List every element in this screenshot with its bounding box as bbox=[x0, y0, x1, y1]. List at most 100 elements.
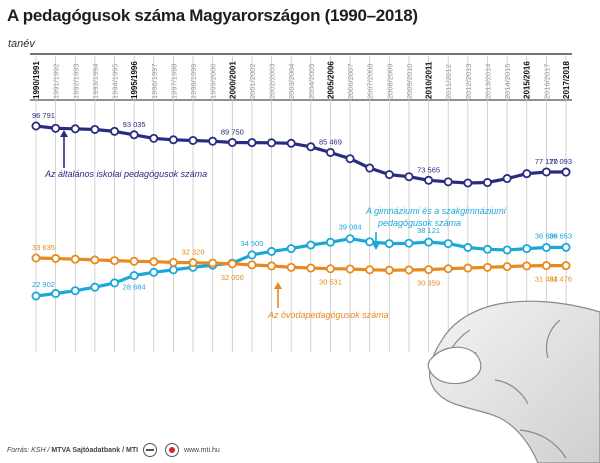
data-point bbox=[463, 178, 473, 188]
data-point bbox=[561, 167, 571, 177]
x-tick-label: 2005/2006 bbox=[326, 61, 335, 99]
data-point bbox=[404, 265, 414, 275]
data-point bbox=[51, 253, 61, 263]
data-point bbox=[129, 256, 139, 266]
data-point bbox=[384, 239, 394, 249]
data-point bbox=[365, 163, 375, 173]
data-point bbox=[267, 246, 277, 256]
data-point bbox=[502, 262, 512, 272]
data-point bbox=[247, 260, 257, 270]
data-point bbox=[247, 250, 257, 260]
data-point bbox=[208, 258, 218, 268]
data-point bbox=[267, 261, 277, 271]
data-point bbox=[149, 267, 159, 277]
data-point bbox=[325, 237, 335, 247]
data-point bbox=[424, 237, 434, 247]
x-tick-label: 2010/2011 bbox=[425, 61, 434, 99]
data-point bbox=[482, 244, 492, 254]
data-label: 32 320 bbox=[182, 248, 205, 257]
x-tick-label: 1992/1993 bbox=[71, 64, 80, 99]
data-point bbox=[110, 126, 120, 136]
data-point bbox=[561, 242, 571, 252]
data-point bbox=[541, 167, 551, 177]
data-point bbox=[443, 264, 453, 274]
data-point bbox=[51, 289, 61, 299]
data-label: 36 608 bbox=[535, 231, 558, 240]
data-label: 38 121 bbox=[417, 226, 440, 235]
data-label: 77 120 bbox=[535, 157, 558, 166]
data-point bbox=[404, 172, 414, 182]
data-point bbox=[90, 282, 100, 292]
data-point bbox=[168, 135, 178, 145]
data-point bbox=[90, 255, 100, 265]
data-point bbox=[286, 138, 296, 148]
data-point bbox=[522, 244, 532, 254]
publisher-name: MTVA Sajtóadatbank / MTI bbox=[51, 446, 139, 454]
data-point bbox=[188, 258, 198, 268]
source-label: Forrás: KSH / bbox=[7, 446, 52, 454]
data-point bbox=[70, 286, 80, 296]
annotation-label: Az óvodapedagógusok száma bbox=[267, 310, 389, 320]
x-tick-label: 1993/1994 bbox=[91, 64, 100, 99]
data-point bbox=[404, 238, 414, 248]
data-point bbox=[443, 177, 453, 187]
x-tick-label: 2009/2010 bbox=[405, 64, 414, 99]
hand-drawing bbox=[427, 300, 600, 463]
data-point bbox=[522, 261, 532, 271]
series-line-1 bbox=[35, 237, 567, 298]
mti-logo-icon bbox=[164, 443, 179, 457]
x-tick-label: 2003/2004 bbox=[287, 64, 296, 99]
data-label: 36 653 bbox=[549, 231, 572, 240]
data-point bbox=[188, 135, 198, 145]
x-tick-label: 2013/2014 bbox=[483, 64, 492, 99]
series-line-2 bbox=[35, 256, 566, 272]
x-tick-label: 2011/2012 bbox=[444, 64, 453, 99]
x-tick-label: 1994/1995 bbox=[111, 64, 120, 99]
data-point bbox=[306, 240, 316, 250]
data-point bbox=[149, 257, 159, 267]
data-point bbox=[384, 170, 394, 180]
annotation-label: Az általános iskolai pedagógusok száma bbox=[44, 169, 207, 179]
data-point bbox=[541, 242, 551, 252]
data-point bbox=[482, 262, 492, 272]
data-point bbox=[267, 138, 277, 148]
annotation-arrow-head bbox=[60, 130, 68, 137]
data-point bbox=[129, 130, 139, 140]
data-point bbox=[325, 264, 335, 274]
data-label: 77 093 bbox=[549, 157, 572, 166]
chart-title: A pedagógusok száma Magyarországon (1990… bbox=[7, 6, 418, 25]
x-tick-label: 2008/2009 bbox=[385, 64, 394, 99]
data-label: 34 500 bbox=[240, 239, 263, 248]
x-tick-label: 2017/2018 bbox=[562, 61, 571, 99]
x-tick-label: 2015/2016 bbox=[523, 61, 532, 99]
data-point bbox=[482, 178, 492, 188]
website-link[interactable]: www.mti.hu bbox=[183, 446, 220, 454]
x-tick-label: 1996/1997 bbox=[150, 64, 159, 99]
data-point bbox=[384, 265, 394, 275]
mtva-logo-icon bbox=[143, 443, 158, 457]
data-point bbox=[365, 265, 375, 275]
x-tick-label: 2002/2003 bbox=[268, 64, 277, 99]
data-point bbox=[325, 147, 335, 157]
data-label: 31 484 bbox=[535, 275, 558, 284]
data-label: 96 791 bbox=[32, 111, 55, 120]
source-footer: Forrás: KSH / MTVA Sajtóadatbank / MTI w… bbox=[7, 443, 220, 457]
data-point bbox=[443, 239, 453, 249]
data-point bbox=[463, 243, 473, 253]
data-point bbox=[70, 124, 80, 134]
data-point bbox=[424, 265, 434, 275]
data-point bbox=[31, 253, 41, 263]
data-point bbox=[110, 278, 120, 288]
data-point bbox=[208, 136, 218, 146]
x-tick-label: 2000/2001 bbox=[228, 61, 237, 99]
x-tick-label: 2014/2015 bbox=[503, 64, 512, 99]
data-point bbox=[110, 256, 120, 266]
data-point bbox=[149, 133, 159, 143]
x-tick-label: 2007/2008 bbox=[366, 64, 375, 99]
data-point bbox=[90, 124, 100, 134]
data-point bbox=[286, 262, 296, 272]
annotation-arrow-head bbox=[274, 282, 282, 289]
data-label: 85 469 bbox=[319, 137, 342, 146]
data-label: 22 902 bbox=[32, 280, 55, 289]
